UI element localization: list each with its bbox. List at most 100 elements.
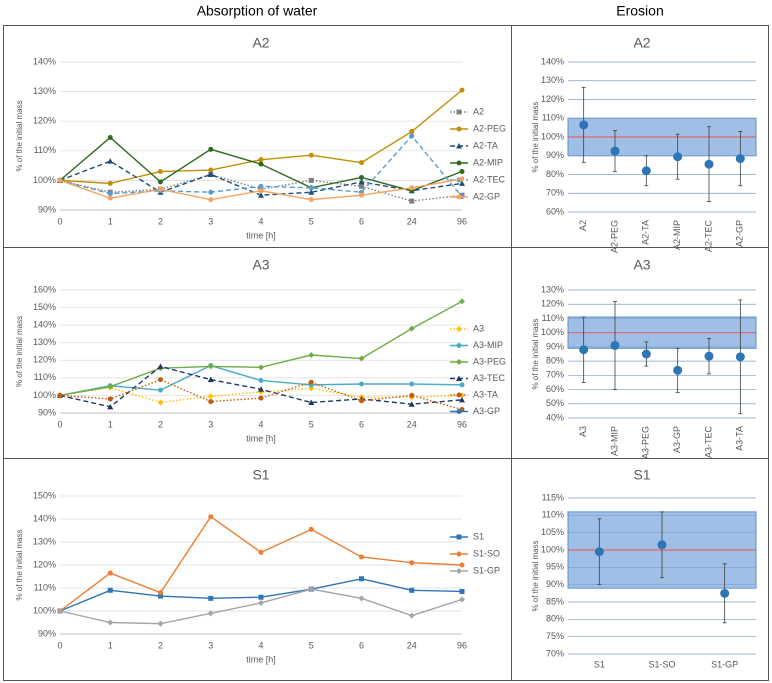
legend-label: A2 (473, 106, 484, 116)
marker (258, 188, 264, 194)
x-tick-label: 24 (407, 216, 417, 226)
chart-title: A3 (252, 257, 269, 273)
y-tick-label: 130% (33, 536, 56, 546)
y-axis-label: % of the initial mass (531, 101, 540, 172)
x-tick-label: 2 (158, 640, 163, 650)
y-tick-label: 100% (541, 131, 564, 141)
y-tick-label: 120% (33, 559, 56, 569)
legend-label: S1-SO (473, 548, 500, 558)
x-tick-label: 24 (407, 419, 417, 429)
marker (409, 587, 415, 593)
x-tick-label: 3 (208, 640, 213, 650)
y-tick-label: 90% (38, 628, 56, 638)
x-tick-label: 0 (57, 640, 62, 650)
marker (456, 343, 462, 348)
marker (107, 403, 114, 410)
y-tick-label: 120% (541, 94, 564, 104)
y-tick-label: 120% (541, 299, 564, 309)
x-tick-label: 24 (407, 640, 417, 650)
marker (158, 593, 163, 599)
marker (258, 192, 264, 198)
y-tick-label: 115% (542, 492, 564, 502)
x-tick-label: 5 (309, 216, 314, 226)
marker (459, 298, 465, 305)
legend-label: A2-TEC (473, 174, 506, 184)
y-tick-label: 120% (33, 355, 56, 365)
marker (207, 393, 214, 400)
x-tick-label: A2-TEC (703, 220, 713, 253)
marker (359, 192, 364, 198)
y-tick-label: 70% (546, 648, 564, 658)
marker (157, 399, 164, 406)
marker (308, 399, 315, 405)
marker (107, 180, 113, 186)
y-tick-label: 140% (33, 56, 56, 66)
y-tick-label: 95% (546, 562, 564, 572)
legend-label: A3-GP (473, 406, 500, 416)
chart-title: S1 (633, 467, 650, 483)
marker (456, 551, 462, 557)
marker (208, 595, 214, 601)
marker (258, 549, 264, 555)
y-tick-label: 75% (546, 631, 564, 641)
marker (158, 186, 163, 192)
marker (158, 590, 163, 596)
x-axis-label: time [h] (246, 433, 276, 443)
legend-label: S1 (473, 531, 484, 541)
y-tick-label: 70% (546, 188, 564, 198)
marker (258, 386, 264, 392)
y-tick-label: 90% (546, 579, 564, 589)
marker (107, 619, 114, 626)
marker (409, 392, 415, 398)
y-tick-label: 110% (34, 145, 56, 155)
x-tick-label: 5 (309, 419, 314, 429)
y-tick-label: 100% (541, 544, 564, 554)
marker (358, 355, 365, 362)
marker (408, 612, 415, 619)
marker (107, 158, 114, 164)
y-tick-label: 110% (542, 313, 564, 323)
marker (459, 169, 465, 175)
y-tick-label: 110% (34, 582, 56, 592)
marker (456, 194, 462, 200)
y-tick-label: 140% (541, 56, 564, 66)
x-tick-label: 4 (258, 419, 263, 429)
x-axis-label: time [h] (246, 230, 276, 240)
marker (308, 526, 314, 532)
marker (358, 595, 365, 602)
x-tick-label: A3 (578, 426, 588, 437)
x-tick-label: S1 (594, 659, 605, 669)
marker (107, 587, 113, 593)
marker (158, 377, 163, 383)
marker (456, 409, 462, 414)
x-tick-label: 4 (258, 640, 263, 650)
marker (359, 381, 364, 387)
y-tick-label: 90% (546, 341, 564, 351)
marker (359, 576, 364, 582)
column-title: Erosion (616, 3, 663, 19)
point (610, 340, 620, 350)
marker (258, 157, 264, 163)
y-tick-label: 140% (33, 320, 56, 330)
point (594, 547, 604, 557)
y-tick-label: 100% (33, 605, 56, 615)
x-tick-label: A2-MIP (672, 220, 682, 250)
point (704, 351, 714, 361)
marker (408, 401, 415, 407)
marker (456, 534, 462, 540)
x-tick-label: A2 (578, 220, 588, 231)
y-axis-label: % of the initial mass (531, 540, 540, 611)
marker (308, 197, 314, 203)
marker (207, 376, 214, 383)
legend-label: A2-MIP (473, 157, 503, 167)
marker (456, 326, 462, 332)
marker (359, 160, 364, 166)
legend-label: S1-GP (473, 565, 500, 575)
y-tick-label: 130% (33, 86, 56, 96)
y-tick-label: 80% (546, 169, 564, 179)
legend-label: A3 (473, 323, 484, 333)
y-tick-label: 105% (541, 527, 564, 537)
y-tick-label: 130% (541, 284, 564, 294)
chart-title: S1 (252, 467, 269, 483)
